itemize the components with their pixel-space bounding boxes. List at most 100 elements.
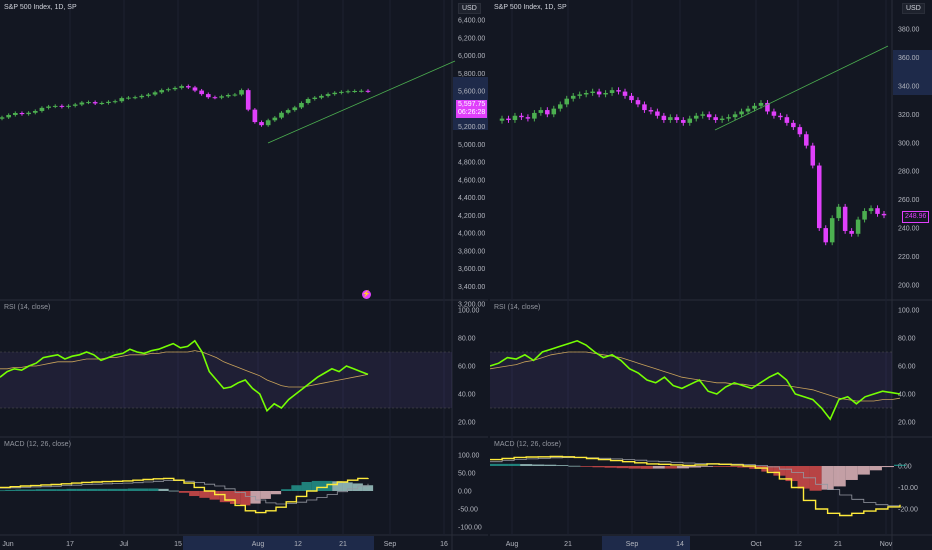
- right-macd-histogram-bar: [725, 466, 738, 467]
- left-candle: [345, 91, 351, 93]
- left-macd-histogram-bar: [56, 489, 67, 491]
- left-macd-histogram-bar: [117, 488, 128, 491]
- right-symbol-title[interactable]: S&P 500 Index, 1D, SP: [494, 4, 567, 11]
- left-chart-panel[interactable]: 6,400.00 6,200.00 6,000.00 5,800.00 5,600.00…: [0, 0, 488, 550]
- left-macd-histogram-bar: [209, 491, 220, 500]
- left-time-highlight: [183, 536, 374, 550]
- left-macd-histogram-bar: [158, 488, 169, 491]
- left-macd-histogram-bar: [107, 488, 118, 491]
- left-candle: [59, 105, 65, 107]
- right-macd-histogram-bar: [737, 466, 750, 468]
- left-candle: [52, 105, 58, 107]
- right-macd-histogram-bar: [520, 464, 533, 466]
- left-rsi-title[interactable]: RSI (14, close): [4, 304, 51, 311]
- left-candle: [279, 112, 284, 118]
- left-candle: [319, 95, 324, 98]
- left-price-tag-time: 06:26:28: [458, 109, 486, 116]
- right-candle: [661, 115, 667, 121]
- left-time-tick-label: 12: [294, 541, 302, 548]
- left-rsi-tick-label: 80.00: [458, 336, 476, 343]
- left-candle: [12, 113, 18, 115]
- right-macd-histogram-bar: [845, 466, 858, 480]
- left-candle: [106, 101, 111, 103]
- left-currency-button[interactable]: USD: [458, 3, 481, 14]
- right-macd-tick-label: -20.00: [898, 507, 918, 514]
- left-candle: [152, 92, 158, 95]
- right-candle: [732, 114, 738, 118]
- right-candle: [739, 111, 744, 115]
- right-chart-panel[interactable]: 380.00 360.00 340.00 320.00 300.00 280.00 260.…: [490, 0, 932, 550]
- left-candle: [19, 113, 25, 115]
- right-time-tick-label: 21: [834, 541, 842, 548]
- left-symbol-title[interactable]: S&P 500 Index, 1D, SP: [4, 4, 77, 11]
- right-macd-histogram-bar: [893, 464, 907, 466]
- left-candle: [26, 112, 31, 115]
- left-macd-histogram-bar: [342, 482, 353, 491]
- left-price-tick-label: 4,000.00: [458, 231, 485, 238]
- left-candle: [126, 97, 131, 99]
- right-rsi-band: [490, 352, 892, 408]
- right-candle: [655, 111, 660, 116]
- left-candle: [179, 86, 185, 88]
- right-chart-canvas[interactable]: 380.00 360.00 340.00 320.00 300.00 280.00 260.…: [490, 0, 932, 550]
- lightning-icon[interactable]: ⚡: [362, 290, 371, 299]
- right-price-tick-label: 300.00: [898, 140, 920, 147]
- right-rsi-line: [490, 339, 901, 421]
- right-candle: [512, 115, 518, 121]
- left-price-tick-label: 4,200.00: [458, 213, 485, 220]
- left-candle: [79, 102, 85, 105]
- left-macd-histogram-bar: [260, 491, 271, 499]
- left-rsi-tick-label: 40.00: [458, 392, 476, 399]
- right-macd-histogram-bar: [664, 466, 677, 469]
- right-candle: [797, 127, 803, 135]
- right-candle: [596, 91, 602, 95]
- left-chart-canvas[interactable]: 6,400.00 6,200.00 6,000.00 5,800.00 5,600.00…: [0, 0, 488, 550]
- right-macd-title[interactable]: MACD (12, 26, close): [494, 441, 561, 448]
- left-candle: [192, 87, 198, 91]
- right-macd-histogram-bar: [604, 466, 617, 468]
- left-candle: [265, 120, 271, 126]
- right-macd-histogram-bar: [616, 466, 629, 469]
- right-currency-button[interactable]: USD: [902, 3, 925, 14]
- left-macd-title[interactable]: MACD (12, 26, close): [4, 441, 71, 448]
- right-rsi-title[interactable]: RSI (14, close): [494, 304, 541, 311]
- left-price-tick-label: 4,600.00: [458, 177, 485, 184]
- right-candle: [862, 211, 867, 220]
- left-macd-histogram-bar: [138, 488, 149, 491]
- left-price-tick-label: 3,200.00: [458, 302, 485, 309]
- left-candle: [359, 90, 364, 92]
- left-candle: [332, 92, 338, 95]
- left-candle: [245, 90, 251, 110]
- right-candle: [499, 118, 505, 121]
- right-macd-line: [490, 455, 901, 517]
- right-candle: [551, 108, 557, 115]
- right-macd-histogram-bar: [592, 466, 605, 468]
- left-macd-histogram-bar: [5, 489, 16, 491]
- right-candle: [713, 117, 718, 121]
- right-macd-histogram-bar: [676, 466, 689, 469]
- right-candle: [881, 213, 887, 216]
- left-time-tick-label: Jun: [2, 541, 13, 548]
- right-price-tick-label: 240.00: [898, 226, 920, 233]
- left-macd-histogram-bar: [97, 488, 108, 491]
- right-candle: [616, 90, 621, 92]
- right-candle: [577, 94, 582, 96]
- left-candle: [112, 101, 118, 103]
- left-candle: [39, 107, 45, 111]
- right-candle: [642, 104, 647, 111]
- left-candle: [212, 97, 218, 99]
- right-macd-histogram-bar: [508, 463, 521, 466]
- right-time-highlight: [602, 536, 690, 550]
- right-rsi-tick-label: 60.00: [898, 364, 916, 371]
- left-macd-histogram-bar: [291, 485, 302, 491]
- left-time-tick-label: 16: [440, 541, 448, 548]
- right-candle: [778, 115, 783, 118]
- right-price-tick-label: 280.00: [898, 169, 920, 176]
- left-macd-histogram-bar: [301, 482, 312, 491]
- right-candle: [810, 145, 816, 166]
- right-candle: [875, 208, 880, 214]
- right-candle: [564, 98, 570, 105]
- right-candle: [823, 228, 828, 243]
- right-candle: [868, 208, 874, 212]
- right-candle: [687, 118, 693, 123]
